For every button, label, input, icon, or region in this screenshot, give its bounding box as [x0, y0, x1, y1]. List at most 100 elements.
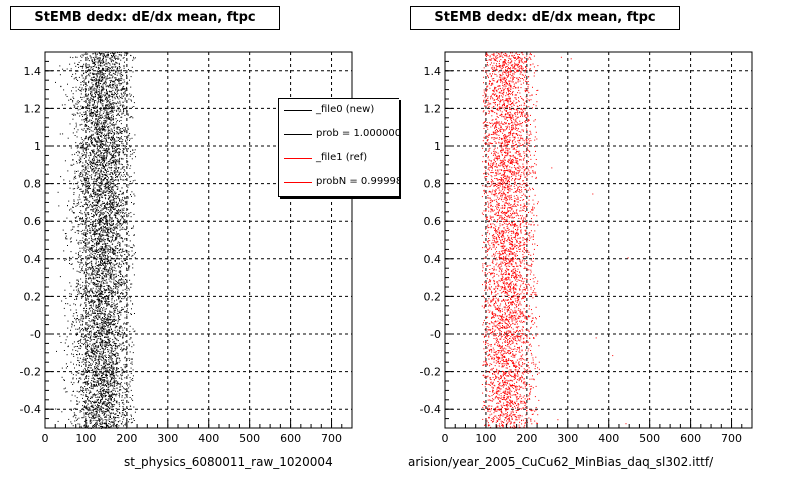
data-point [102, 312, 104, 314]
data-point [108, 332, 110, 334]
data-point [117, 84, 118, 86]
data-point [93, 277, 95, 279]
data-point [101, 170, 103, 172]
data-point [87, 126, 89, 127]
data-point [86, 235, 87, 237]
data-point [123, 79, 125, 81]
data-point [83, 292, 85, 294]
data-point [115, 224, 117, 226]
data-point [118, 377, 120, 379]
data-point [109, 426, 111, 428]
data-point [126, 223, 128, 225]
data-point [103, 167, 105, 169]
data-point [123, 204, 125, 206]
data-point [110, 287, 112, 289]
data-point [85, 222, 87, 223]
data-point [112, 83, 114, 85]
data-point [107, 164, 109, 166]
data-point [109, 362, 111, 364]
data-point [97, 345, 99, 347]
data-point [106, 416, 107, 418]
data-point [112, 304, 114, 306]
data-point [105, 314, 107, 316]
data-point [74, 172, 76, 174]
data-point [130, 216, 132, 218]
data-point [64, 259, 66, 261]
data-point [106, 392, 108, 394]
data-point [84, 123, 86, 125]
data-point [100, 247, 102, 249]
data-point [93, 189, 95, 191]
data-point [85, 223, 87, 225]
data-point [118, 368, 119, 370]
data-point [100, 328, 102, 330]
data-point [82, 150, 84, 152]
data-point [107, 123, 109, 125]
data-point [105, 341, 107, 343]
data-point [112, 81, 114, 83]
data-point [76, 354, 77, 355]
data-point [107, 336, 109, 338]
data-point [114, 343, 116, 345]
data-point [101, 359, 103, 361]
data-point [108, 363, 110, 365]
data-point [102, 255, 104, 257]
data-point [84, 287, 86, 289]
data-point [111, 66, 112, 68]
data-point [99, 194, 101, 196]
data-point [119, 283, 121, 285]
data-point [98, 357, 100, 359]
data-point [75, 56, 76, 58]
data-point [109, 319, 111, 320]
data-point [112, 72, 114, 74]
data-point [102, 403, 104, 405]
data-point [124, 94, 126, 96]
data-point [98, 173, 100, 175]
data-point [113, 204, 115, 206]
data-point [95, 208, 97, 210]
data-point [92, 353, 94, 355]
scatter-plot-new[interactable]: 0 100 200 300 400 500 600 700-0.4-0.2-00.20.40.… [0, 0, 400, 480]
data-point [102, 380, 104, 381]
data-point [91, 307, 93, 309]
data-point [89, 391, 91, 393]
data-point [77, 230, 79, 232]
data-point [89, 346, 90, 348]
data-point [65, 94, 67, 96]
data-point [104, 270, 106, 272]
data-point [126, 412, 128, 414]
data-point [74, 220, 76, 222]
data-point [97, 131, 99, 133]
data-point [101, 133, 103, 135]
data-point [95, 355, 97, 357]
data-point [88, 155, 90, 157]
data-point [90, 314, 92, 316]
data-point [126, 289, 128, 291]
data-point [117, 293, 119, 294]
data-point [80, 137, 82, 139]
data-point [121, 412, 123, 414]
data-point [80, 179, 82, 181]
data-point [103, 316, 105, 318]
data-point [89, 321, 91, 323]
data-point [81, 74, 83, 76]
data-point [97, 345, 99, 347]
data-point [87, 370, 89, 372]
data-point [101, 176, 103, 178]
data-point [92, 151, 94, 153]
data-point [125, 282, 126, 284]
data-point [73, 163, 75, 165]
data-point [88, 232, 90, 234]
data-point [119, 413, 121, 415]
data-point [118, 209, 120, 211]
data-point [94, 94, 96, 95]
data-point [87, 104, 89, 105]
data-point [98, 167, 100, 169]
data-point [108, 212, 109, 214]
data-point [91, 326, 93, 328]
data-point [98, 292, 100, 294]
data-point [121, 251, 123, 253]
data-point [76, 78, 78, 80]
data-point [88, 144, 90, 146]
data-point [118, 258, 120, 260]
